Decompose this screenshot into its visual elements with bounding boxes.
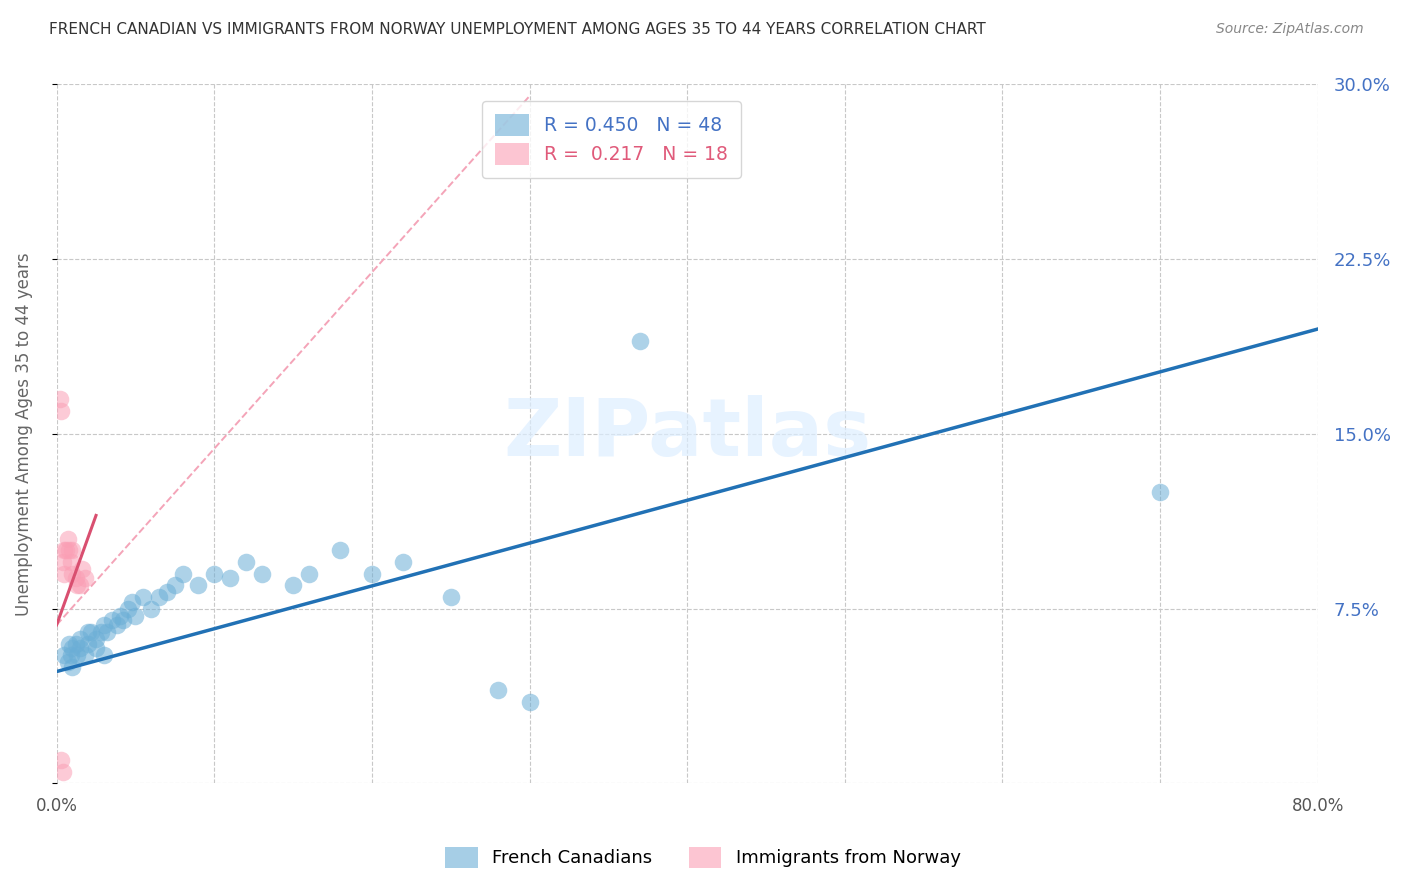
Point (329, 543, 352, 558)
Point (519, 695, 541, 709)
Point (93, 648, 115, 663)
Point (360, 566, 382, 581)
Point (49, 392, 72, 406)
Point (77, 624, 100, 639)
Point (202, 566, 225, 581)
Point (108, 608, 131, 623)
Text: FRENCH CANADIAN VS IMMIGRANTS FROM NORWAY UNEMPLOYMENT AMONG AGES 35 TO 44 YEARS: FRENCH CANADIAN VS IMMIGRANTS FROM NORWA… (49, 22, 986, 37)
Legend: French Canadians, Immigrants from Norway: French Canadians, Immigrants from Norway (434, 836, 972, 879)
Point (60, 660, 83, 674)
Text: Source: ZipAtlas.com: Source: ZipAtlas.com (1216, 22, 1364, 37)
Point (628, 334, 651, 348)
Point (65, 637, 87, 651)
Point (105, 618, 128, 632)
Point (58, 543, 80, 558)
Point (53, 648, 76, 663)
Point (59, 648, 82, 663)
Point (156, 585, 179, 599)
Point (65, 571, 87, 585)
Point (440, 590, 463, 604)
Point (52, 764, 75, 779)
Point (60, 566, 83, 581)
Point (486, 683, 509, 698)
Point (73, 648, 96, 663)
Point (60, 641, 83, 656)
Point (121, 594, 143, 608)
Point (66, 648, 89, 663)
Point (235, 555, 257, 569)
Point (51, 403, 73, 417)
Point (298, 566, 321, 581)
Point (77, 637, 100, 651)
Point (163, 578, 186, 592)
Point (53, 543, 76, 558)
Point (148, 590, 170, 604)
Point (56, 655, 79, 669)
Point (52, 555, 75, 569)
Point (392, 555, 415, 569)
Point (124, 608, 146, 623)
Text: ZIPatlas: ZIPatlas (503, 395, 872, 473)
Point (90, 624, 112, 639)
Point (96, 624, 118, 639)
Point (60, 543, 83, 558)
Point (84, 641, 107, 656)
Point (172, 566, 194, 581)
Point (250, 566, 273, 581)
Point (69, 641, 91, 656)
Point (219, 571, 242, 585)
Point (55, 543, 77, 558)
Point (69, 578, 91, 592)
Y-axis label: Unemployment Among Ages 35 to 44 years: Unemployment Among Ages 35 to 44 years (15, 252, 32, 615)
Point (117, 601, 139, 615)
Point (187, 578, 209, 592)
Point (101, 613, 124, 627)
Point (111, 613, 134, 627)
Point (281, 578, 304, 592)
Point (141, 601, 163, 615)
Point (58, 637, 80, 651)
Legend: R = 0.450   N = 48, R =  0.217   N = 18: R = 0.450 N = 48, R = 0.217 N = 18 (482, 101, 741, 178)
Point (1149, 485, 1171, 500)
Point (66, 578, 89, 592)
Point (93, 618, 115, 632)
Point (69, 632, 91, 646)
Point (56, 532, 79, 546)
Point (51, 753, 73, 767)
Point (53, 566, 76, 581)
Point (73, 571, 96, 585)
Point (132, 590, 155, 604)
Point (80, 624, 103, 639)
Point (70, 562, 93, 576)
Point (84, 632, 107, 646)
Point (59, 555, 82, 569)
